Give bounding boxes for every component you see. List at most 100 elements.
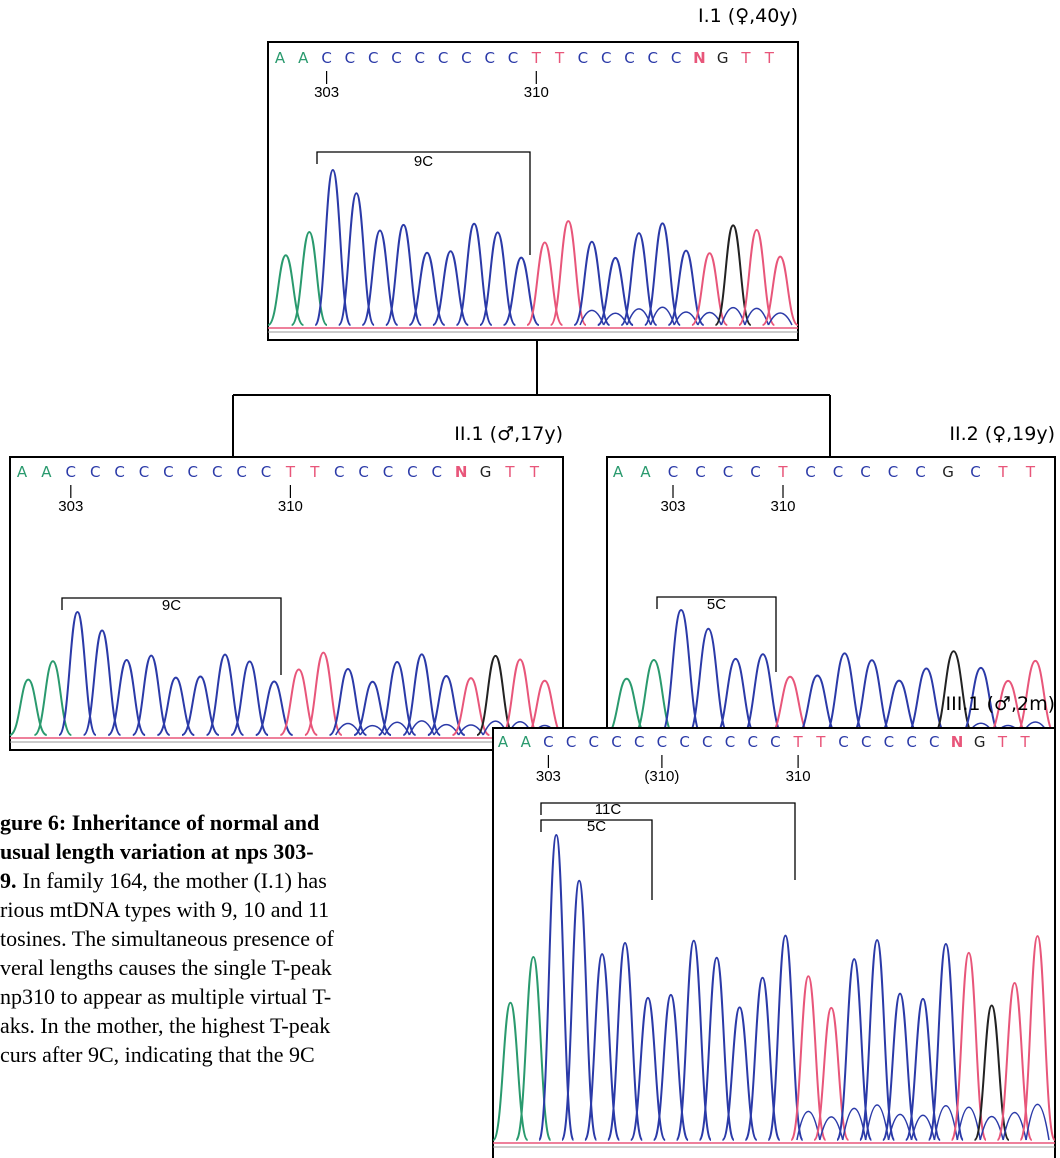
base-call: A xyxy=(640,463,651,481)
base-call: T xyxy=(554,49,565,67)
base-call: A xyxy=(17,463,28,481)
base-call: C xyxy=(679,733,689,751)
caption-title: gure 6: Inheritance of normal and xyxy=(0,810,319,835)
base-call: G xyxy=(717,49,729,67)
base-call: C xyxy=(334,463,344,481)
caption-title: 9. xyxy=(0,868,17,893)
base-call: C xyxy=(770,733,780,751)
position-label: 310 xyxy=(524,84,549,101)
base-call: T xyxy=(793,733,804,751)
base-call: C xyxy=(508,49,518,67)
base-call: C xyxy=(461,49,471,67)
base-call: C xyxy=(114,463,124,481)
position-label: 310 xyxy=(278,498,303,515)
base-call: T xyxy=(740,49,751,67)
position-label: 303 xyxy=(314,84,339,101)
base-call: T xyxy=(997,733,1008,751)
base-call: C xyxy=(407,463,417,481)
base-call: C xyxy=(805,463,815,481)
base-call: T xyxy=(777,463,788,481)
bracket-label: 9C xyxy=(162,597,181,614)
base-call: C xyxy=(861,733,871,751)
position-label: 303 xyxy=(58,498,83,515)
caption-text: veral lengths causes the single T-peak xyxy=(0,955,332,980)
caption-text: np310 to appear as multiple virtual T- xyxy=(0,984,331,1009)
base-call: C xyxy=(860,463,870,481)
base-call: C xyxy=(66,463,76,481)
base-call: G xyxy=(974,733,986,751)
base-call: C xyxy=(543,733,553,751)
base-call: A xyxy=(298,49,309,67)
caption: gure 6: Inheritance of normal and usual l… xyxy=(0,810,334,1067)
base-call: T xyxy=(997,463,1008,481)
base-call: C xyxy=(624,49,634,67)
caption-title: usual length variation at nps 303- xyxy=(0,839,314,864)
base-call: C xyxy=(391,49,401,67)
base-call: C xyxy=(383,463,393,481)
base-call: A xyxy=(275,49,286,67)
base-call: T xyxy=(1020,733,1031,751)
base-call: C xyxy=(432,463,442,481)
base-call: C xyxy=(415,49,425,67)
base-call: C xyxy=(833,463,843,481)
base-call: C xyxy=(725,733,735,751)
panel: III.1 (♂,2m)AACCCCCCCCCCCTTCCCCCNGTT303(… xyxy=(493,693,1055,1158)
base-call: C xyxy=(668,463,678,481)
caption-line: gure 6: Inheritance of normal and xyxy=(0,810,319,835)
position-label: 310 xyxy=(770,498,795,515)
base-call: N xyxy=(693,49,706,67)
caption-text: curs after 9C, indicating that the 9C xyxy=(0,1042,315,1067)
base-call: C xyxy=(671,49,681,67)
base-call: C xyxy=(139,463,149,481)
base-call: N xyxy=(455,463,468,481)
base-call: C xyxy=(634,733,644,751)
caption-text: tosines. The simultaneous presence of xyxy=(0,926,334,951)
base-call: C xyxy=(321,49,331,67)
position-label: 303 xyxy=(536,768,561,785)
position-label: 303 xyxy=(660,498,685,515)
base-call: C xyxy=(884,733,894,751)
bracket-label: 9C xyxy=(414,153,433,170)
base-call: C xyxy=(750,463,760,481)
base-call: C xyxy=(906,733,916,751)
caption-text: aks. In the mother, the highest T-peak xyxy=(0,1013,330,1038)
base-call: A xyxy=(498,733,509,751)
base-call: C xyxy=(566,733,576,751)
base-call: G xyxy=(480,463,492,481)
base-call: T xyxy=(764,49,775,67)
base-call: C xyxy=(589,733,599,751)
panel-label: III.1 (♂,2m) xyxy=(946,693,1055,715)
base-call: C xyxy=(695,463,705,481)
base-call: C xyxy=(484,49,494,67)
base-call: N xyxy=(951,733,964,751)
base-call: C xyxy=(915,463,925,481)
panel-label: II.2 (♀,19y) xyxy=(949,423,1055,445)
base-call: C xyxy=(747,733,757,751)
base-call: C xyxy=(838,733,848,751)
base-call: C xyxy=(648,49,658,67)
base-call: A xyxy=(41,463,52,481)
panel: I.1 (♀,40y)AACCCCCCCCCTTCCCCCNGTT3033109… xyxy=(268,5,798,340)
base-call: C xyxy=(970,463,980,481)
base-call: T xyxy=(285,463,296,481)
base-call: C xyxy=(188,463,198,481)
base-call: C xyxy=(657,733,667,751)
panel-label: I.1 (♀,40y) xyxy=(698,5,798,27)
position-label: (310) xyxy=(644,768,679,785)
base-call: C xyxy=(723,463,733,481)
base-call: T xyxy=(309,463,320,481)
caption-line: usual length variation at nps 303- xyxy=(0,839,314,864)
figure: I.1 (♀,40y)AACCCCCCCCCTTCCCCCNGTT3033109… xyxy=(0,0,1060,1158)
base-call: C xyxy=(261,463,271,481)
bracket-label: 5C xyxy=(707,596,726,613)
base-call: T xyxy=(815,733,826,751)
base-call: C xyxy=(163,463,173,481)
base-call: C xyxy=(236,463,246,481)
base-call: G xyxy=(942,463,954,481)
bracket-label: 11C xyxy=(595,801,622,818)
base-call: C xyxy=(345,49,355,67)
base-call: C xyxy=(438,49,448,67)
base-call: T xyxy=(1025,463,1036,481)
caption-text: In family 164, the mother (I.1) has xyxy=(23,868,327,893)
